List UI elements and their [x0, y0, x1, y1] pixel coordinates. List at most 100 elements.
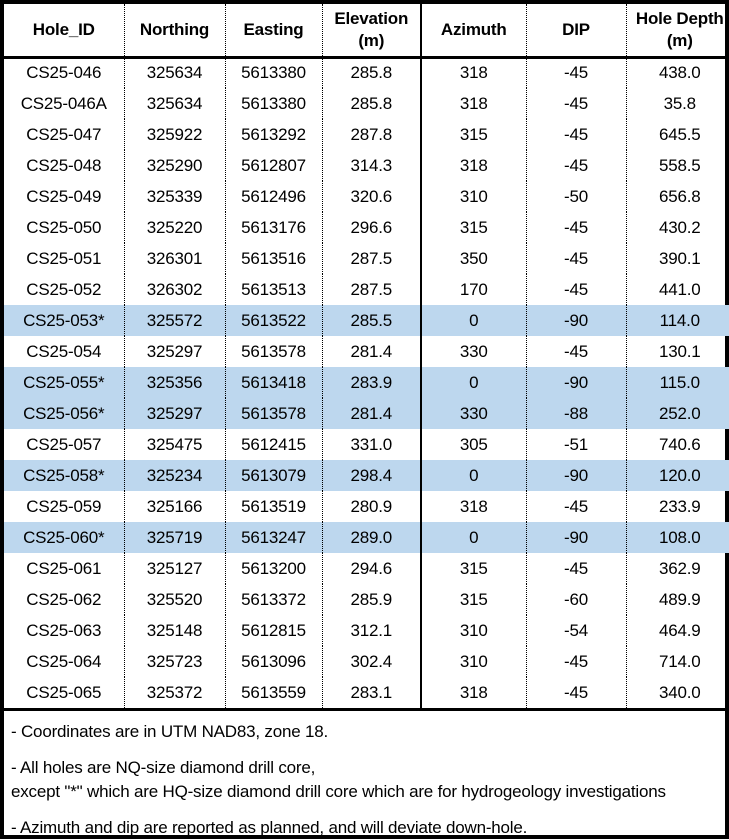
cell-hole-id: CS25-065 — [4, 677, 124, 708]
cell-hole-depth: 740.6 — [626, 429, 729, 460]
cell-northing: 325572 — [124, 305, 225, 336]
cell-dip: -60 — [526, 584, 626, 615]
cell-easting: 5613096 — [225, 646, 322, 677]
column-header-hole-id: Hole_ID — [4, 4, 124, 57]
cell-easting: 5613519 — [225, 491, 322, 522]
cell-hole-depth: 714.0 — [626, 646, 729, 677]
cell-dip: -45 — [526, 243, 626, 274]
footnote: - Azimuth and dip are reported as planne… — [11, 816, 718, 840]
cell-northing: 325372 — [124, 677, 225, 708]
cell-easting: 5612807 — [225, 150, 322, 181]
cell-elevation: 302.4 — [322, 646, 421, 677]
cell-northing: 325297 — [124, 398, 225, 429]
cell-northing: 325475 — [124, 429, 225, 460]
cell-hole-id: CS25-049 — [4, 181, 124, 212]
cell-azimuth: 318 — [421, 150, 526, 181]
column-header-sub: (m) — [629, 30, 729, 52]
cell-hole-id: CS25-046A — [4, 88, 124, 119]
column-header-azimuth: Azimuth — [421, 4, 526, 57]
cell-hole-depth: 340.0 — [626, 677, 729, 708]
cell-azimuth: 170 — [421, 274, 526, 305]
cell-dip: -54 — [526, 615, 626, 646]
cell-dip: -45 — [526, 57, 626, 88]
cell-azimuth: 305 — [421, 429, 526, 460]
cell-elevation: 285.8 — [322, 88, 421, 119]
column-header-label: DIP — [529, 19, 624, 41]
header-row: Hole_ID Northing Easting Elevation (m) A… — [4, 4, 729, 57]
cell-dip: -50 — [526, 181, 626, 212]
cell-northing: 325356 — [124, 367, 225, 398]
cell-northing: 325297 — [124, 336, 225, 367]
cell-hole-id: CS25-056* — [4, 398, 124, 429]
cell-elevation: 320.6 — [322, 181, 421, 212]
cell-easting: 5612815 — [225, 615, 322, 646]
cell-elevation: 314.3 — [322, 150, 421, 181]
cell-dip: -45 — [526, 553, 626, 584]
column-header-elevation: Elevation (m) — [322, 4, 421, 57]
cell-elevation: 281.4 — [322, 398, 421, 429]
cell-dip: -90 — [526, 305, 626, 336]
cell-hole-id: CS25-064 — [4, 646, 124, 677]
cell-azimuth: 350 — [421, 243, 526, 274]
cell-hole-depth: 390.1 — [626, 243, 729, 274]
table-header: Hole_ID Northing Easting Elevation (m) A… — [4, 4, 729, 57]
cell-northing: 325723 — [124, 646, 225, 677]
column-header-label: Hole_ID — [6, 19, 122, 41]
column-header-dip: DIP — [526, 4, 626, 57]
footnote-line: except "*" which are HQ-size diamond dri… — [11, 780, 718, 804]
cell-dip: -90 — [526, 367, 626, 398]
footnote-line: - All holes are NQ-size diamond drill co… — [11, 756, 718, 780]
cell-hole-id: CS25-055* — [4, 367, 124, 398]
cell-easting: 5613559 — [225, 677, 322, 708]
cell-hole-id: CS25-050 — [4, 212, 124, 243]
cell-easting: 5613418 — [225, 367, 322, 398]
column-header-label: Hole Depth — [629, 8, 729, 30]
column-header-label: Easting — [228, 19, 320, 41]
cell-hole-depth: 645.5 — [626, 119, 729, 150]
cell-elevation: 285.5 — [322, 305, 421, 336]
cell-hole-depth: 464.9 — [626, 615, 729, 646]
cell-easting: 5613380 — [225, 88, 322, 119]
cell-northing: 325127 — [124, 553, 225, 584]
cell-azimuth: 310 — [421, 646, 526, 677]
cell-northing: 325290 — [124, 150, 225, 181]
cell-hole-id: CS25-062 — [4, 584, 124, 615]
cell-easting: 5613513 — [225, 274, 322, 305]
cell-hole-id: CS25-048 — [4, 150, 124, 181]
cell-northing: 325634 — [124, 88, 225, 119]
cell-hole-id: CS25-060* — [4, 522, 124, 553]
cell-azimuth: 315 — [421, 212, 526, 243]
cell-northing: 325634 — [124, 57, 225, 88]
cell-hole-depth: 430.2 — [626, 212, 729, 243]
cell-hole-depth: 114.0 — [626, 305, 729, 336]
cell-dip: -88 — [526, 398, 626, 429]
cell-azimuth: 0 — [421, 522, 526, 553]
cell-hole-id: CS25-059 — [4, 491, 124, 522]
cell-easting: 5613247 — [225, 522, 322, 553]
cell-hole-depth: 489.9 — [626, 584, 729, 615]
cell-easting: 5612496 — [225, 181, 322, 212]
cell-elevation: 281.4 — [322, 336, 421, 367]
cell-hole-id: CS25-061 — [4, 553, 124, 584]
cell-hole-id: CS25-051 — [4, 243, 124, 274]
cell-dip: -51 — [526, 429, 626, 460]
cell-elevation: 287.8 — [322, 119, 421, 150]
cell-northing: 325166 — [124, 491, 225, 522]
cell-azimuth: 315 — [421, 119, 526, 150]
cell-dip: -45 — [526, 274, 626, 305]
cell-dip: -45 — [526, 491, 626, 522]
cell-hole-depth: 362.9 — [626, 553, 729, 584]
